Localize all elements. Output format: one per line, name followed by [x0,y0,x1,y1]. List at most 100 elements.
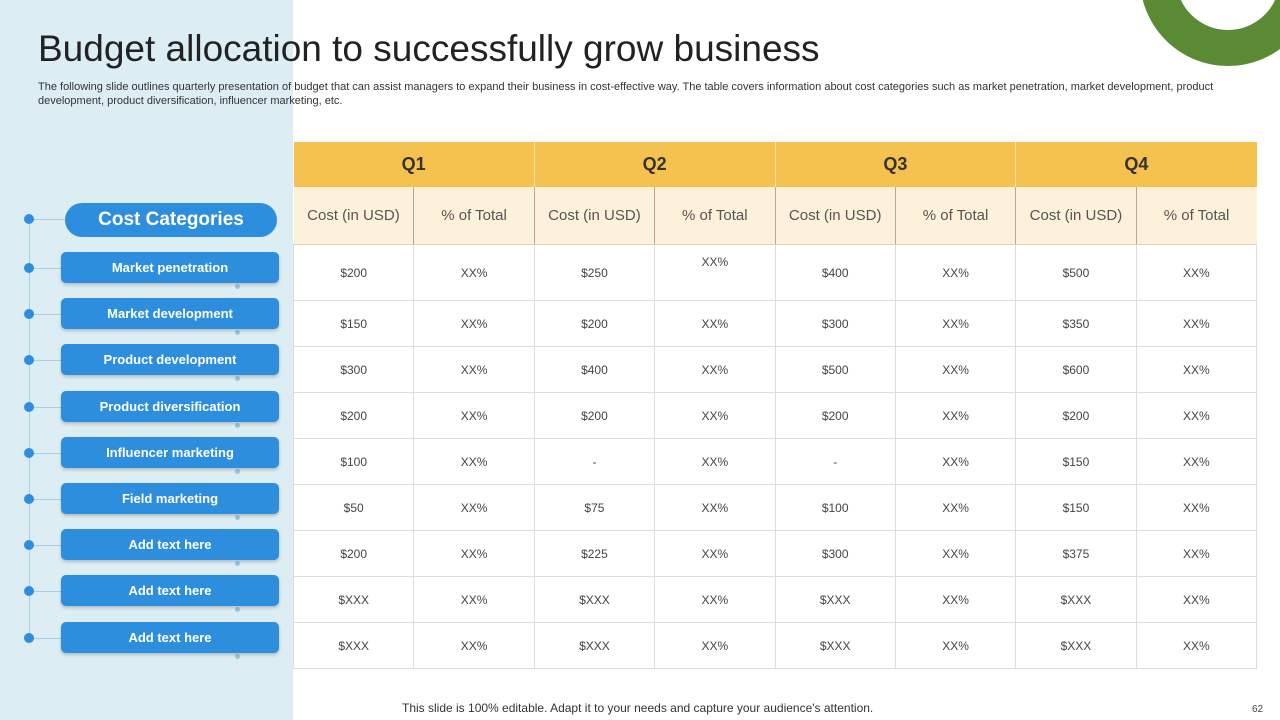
category-item: Market penetration [61,252,279,283]
cost-cell: $225 [533,530,656,577]
category-item: Add text here [61,529,279,561]
slide-title: Budget allocation to successfully grow b… [38,28,820,69]
budget-table: Q1 Q2 Q3 Q4 Cost (in USD) % of Total Cos… [292,142,1258,669]
category-item: Add text here [61,575,279,607]
cost-cell: $XXX [533,576,656,623]
connector-branch [29,360,61,362]
percent-cell: XX% [1135,392,1258,439]
cost-cell: $150 [1015,484,1137,531]
connector-branch [29,452,61,454]
percent-cell: XX% [654,576,776,623]
table-row: $200 XX% $250 XX% $400 XX% $500 XX% [292,244,1258,301]
cost-cell: $200 [292,530,415,577]
category-item: Product development [61,344,279,376]
connector-dot [24,586,34,597]
percent-cell: XX% [1135,438,1258,485]
cost-header: Cost (in USD) [775,187,896,245]
page-number: 62 [1252,704,1264,715]
decorative-dot [235,284,240,289]
percent-cell: XX% [654,530,776,577]
subheader-row: Cost (in USD) % of Total Cost (in USD) %… [293,187,1257,245]
cost-cell: $XXX [292,576,415,623]
cost-cell: $200 [533,300,656,347]
connector-dot [24,214,34,224]
percent-cell: XX% [413,438,535,485]
cost-cell: $XXX [292,622,415,669]
connector-dot [24,263,34,273]
percent-cell: XX% [413,244,535,301]
percent-cell: XX% [413,484,535,531]
slide-subtitle: The following slide outlines quarterly p… [38,81,1214,107]
percent-cell: XX% [413,392,535,439]
decorative-dot [235,561,240,567]
percent-cell: XX% [654,622,776,669]
connector-branch [29,499,61,500]
category-item: Influencer marketing [61,436,279,468]
percent-cell: XX% [1135,576,1258,623]
category-item: Field marketing [61,483,279,514]
percent-cell: XX% [894,484,1017,531]
cost-cell: $300 [774,530,896,577]
cost-cell: $75 [533,484,656,531]
percent-cell: XX% [894,438,1017,485]
percent-header: % of Total [413,187,535,245]
cost-cell: - [533,438,656,485]
decorative-dot [235,653,240,659]
cost-cell: $300 [292,346,415,393]
connector-branch [29,314,61,316]
cost-cell: $XXX [1015,576,1137,623]
percent-cell: XX% [413,530,535,577]
quarter-header: Q3 [775,142,1017,187]
cost-cell: $600 [1015,346,1137,393]
table-row: $200 XX% $225 XX% $300 XX% $375 XX% [292,530,1258,577]
percent-cell: XX% [1135,484,1258,531]
percent-cell: XX% [894,622,1017,669]
percent-cell: XX% [894,576,1017,623]
cost-cell: $500 [1015,244,1137,301]
cost-cell: $150 [1015,438,1137,485]
connector-dot [24,494,34,504]
cost-cell: $375 [1015,530,1137,577]
cost-categories-header: Cost Categories [65,203,277,237]
percent-header: % of Total [895,187,1017,245]
cost-cell: $200 [774,392,896,439]
cost-cell: $350 [1015,300,1137,347]
cost-cell: $300 [774,300,896,347]
percent-cell: XX% [413,300,535,347]
decorative-ring [1140,0,1280,66]
cost-cell: $XXX [1015,622,1137,669]
percent-cell: XX% [413,622,535,669]
cost-cell: $50 [292,484,415,531]
percent-cell: XX% [654,438,776,485]
connector-line [29,219,30,639]
percent-cell: XX% [654,346,776,393]
quarter-header: Q1 [293,142,535,187]
cost-header: Cost (in USD) [293,187,415,245]
connector-dot [24,355,34,366]
connector-dot [24,540,34,551]
percent-cell: XX% [1135,622,1258,669]
percent-cell: XX% [1135,346,1258,393]
cost-cell: $XXX [774,576,896,623]
decorative-dot [235,607,240,613]
table-body: $200 XX% $250 XX% $400 XX% $500 XX% $150 XX% $200 X… [292,244,1258,669]
cost-cell: $400 [533,346,656,393]
decorative-dot [235,515,240,520]
cost-cell: $100 [774,484,896,531]
percent-cell: XX% [1135,300,1258,347]
table-row: $XXX XX% $XXX XX% $XXX XX% $XXX XX% [292,576,1258,623]
cost-cell: $200 [292,244,415,301]
connector-branch [29,545,61,547]
quarter-header: Q2 [534,142,776,187]
cost-cell: $150 [292,300,415,347]
connector-branch [29,591,61,593]
cost-cell: $200 [292,392,415,439]
percent-cell: XX% [654,484,776,531]
percent-cell: XX% [413,576,535,623]
cost-cell: $100 [292,438,415,485]
cost-cell: $200 [533,392,656,439]
connector-dot [24,632,34,643]
category-item: Add text here [61,621,279,653]
table-row: $300 XX% $400 XX% $500 XX% $600 XX% [292,346,1258,393]
percent-cell: XX% [654,300,776,347]
